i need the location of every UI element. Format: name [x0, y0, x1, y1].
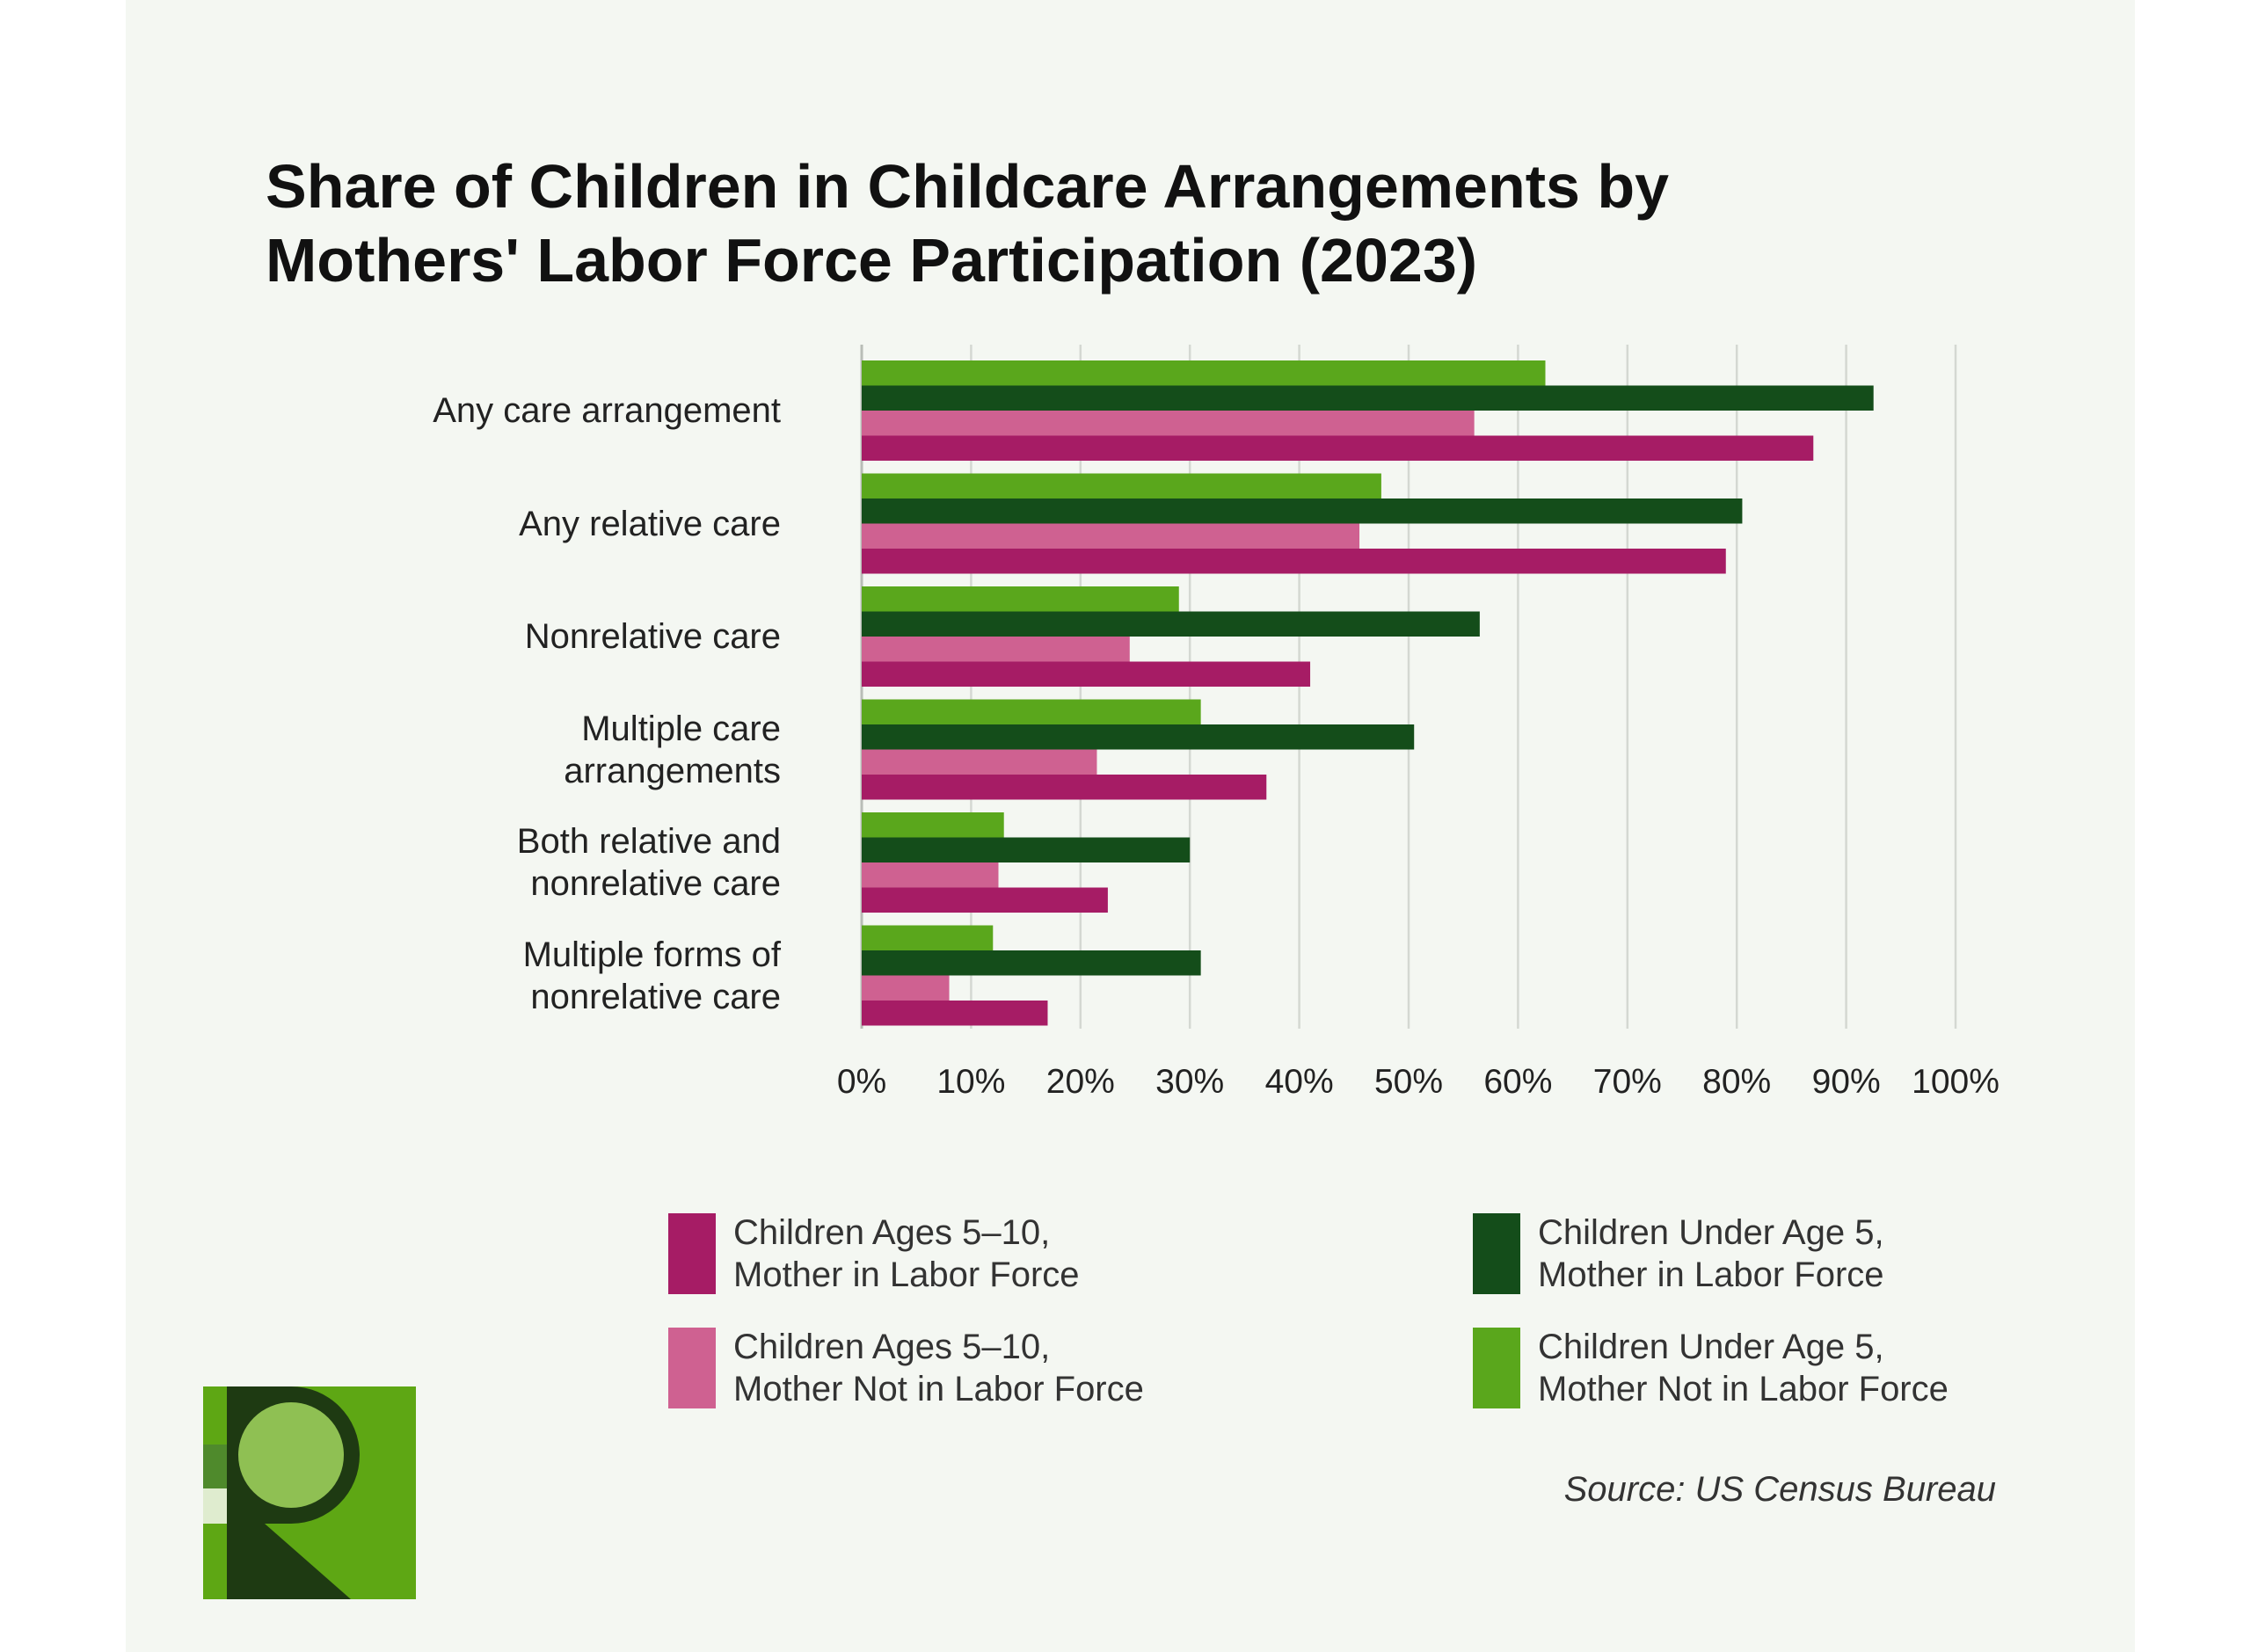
legend-swatch: [668, 1213, 716, 1294]
x-tick-label: 90%: [1812, 1063, 1881, 1101]
bar: [862, 435, 1814, 461]
bar: [862, 411, 1475, 436]
bar: [862, 975, 950, 1001]
x-tick-label: 0%: [837, 1063, 886, 1101]
legend-item: Children Ages 5–10, Mother Not in Labor F…: [668, 1328, 1144, 1410]
legend-label: Children Under Age 5, Mother Not in Labor…: [1538, 1326, 1949, 1410]
category-label-line: Nonrelative care: [524, 617, 781, 656]
bar: [862, 473, 1381, 499]
bar: [862, 499, 1743, 524]
x-tick-label: 30%: [1155, 1063, 1224, 1101]
category-label: Any relative care: [165, 503, 781, 545]
category-label-line: nonrelative care: [530, 977, 781, 1016]
bar: [862, 385, 1874, 411]
legend-swatch: [668, 1328, 716, 1408]
category-label-line: Any care arrangement: [433, 391, 781, 430]
bar: [862, 661, 1311, 687]
bar: [862, 837, 1191, 862]
legend-label: Children Ages 5–10, Mother in Labor Force: [733, 1212, 1080, 1296]
x-tick-label: 20%: [1046, 1063, 1115, 1101]
x-tick-label: 60%: [1483, 1063, 1552, 1101]
category-label-line: nonrelative care: [530, 864, 781, 903]
bar: [862, 925, 994, 950]
category-label: Nonrelative care: [165, 615, 781, 658]
legend-item: Children Ages 5–10, Mother in Labor Force: [668, 1213, 1080, 1296]
bar: [862, 549, 1726, 574]
bar: [862, 586, 1179, 612]
category-label-line: Any relative care: [519, 504, 781, 543]
x-tick-label: 40%: [1265, 1063, 1334, 1101]
x-tick-label: 100%: [1912, 1063, 2000, 1101]
legend-label-line: Mother in Labor Force: [733, 1255, 1080, 1294]
legend-label-line: Mother Not in Labor Force: [1538, 1370, 1949, 1408]
category-label-line: Multiple care: [581, 709, 781, 748]
legend-label: Children Ages 5–10, Mother Not in Labor F…: [733, 1326, 1144, 1410]
category-label-line: Both relative and: [516, 822, 781, 861]
legend-swatch: [1473, 1213, 1520, 1294]
x-tick-label: 50%: [1374, 1063, 1443, 1101]
bar: [862, 812, 1004, 838]
x-tick-label: 80%: [1702, 1063, 1771, 1101]
bar: [862, 950, 1201, 976]
bar: [862, 611, 1480, 637]
legend-label-line: Children Under Age 5,: [1538, 1213, 1884, 1252]
legend-label: Children Under Age 5, Mother in Labor For…: [1538, 1212, 1884, 1296]
legend-label-line: Children Under Age 5,: [1538, 1328, 1884, 1366]
bar: [862, 1001, 1048, 1026]
category-label: Any care arrangement: [165, 389, 781, 432]
chart-title-line-1: Share of Children in Childcare Arrangeme…: [266, 152, 1670, 221]
category-label: Both relative and nonrelative care: [165, 820, 781, 905]
bar: [862, 699, 1201, 724]
x-tick-label: 10%: [936, 1063, 1005, 1101]
chart-title-line-2: Mothers' Labor Force Participation (2023…: [266, 226, 1478, 295]
category-label-line: arrangements: [564, 751, 781, 790]
bar: [862, 862, 999, 888]
bar: [862, 637, 1130, 662]
legend-label-line: Children Ages 5–10,: [733, 1328, 1051, 1366]
source-note: Source: US Census Bureau: [1563, 1470, 1996, 1509]
legend-label-line: Mother Not in Labor Force: [733, 1370, 1144, 1408]
legend-label-line: Mother in Labor Force: [1538, 1255, 1884, 1294]
chart-title: Share of Children in Childcare Arrangeme…: [266, 149, 1936, 297]
legend-item: Children Under Age 5, Mother in Labor For…: [1473, 1213, 1884, 1296]
category-label: Multiple forms of nonrelative care: [165, 934, 781, 1018]
bar: [862, 887, 1108, 913]
bar: [862, 749, 1097, 775]
bar: [862, 360, 1546, 386]
bar: [862, 724, 1415, 750]
x-tick-label: 70%: [1593, 1063, 1662, 1101]
bar: [862, 775, 1267, 800]
legend-item: Children Under Age 5, Mother Not in Labor…: [1473, 1328, 1949, 1410]
category-label-line: Multiple forms of: [522, 935, 781, 974]
legend-label-line: Children Ages 5–10,: [733, 1213, 1051, 1252]
chart-card: [126, 0, 2135, 1652]
category-label: Multiple care arrangements: [165, 708, 781, 792]
bar: [862, 523, 1360, 549]
legend-swatch: [1473, 1328, 1520, 1408]
logo-icon: [203, 1386, 416, 1599]
